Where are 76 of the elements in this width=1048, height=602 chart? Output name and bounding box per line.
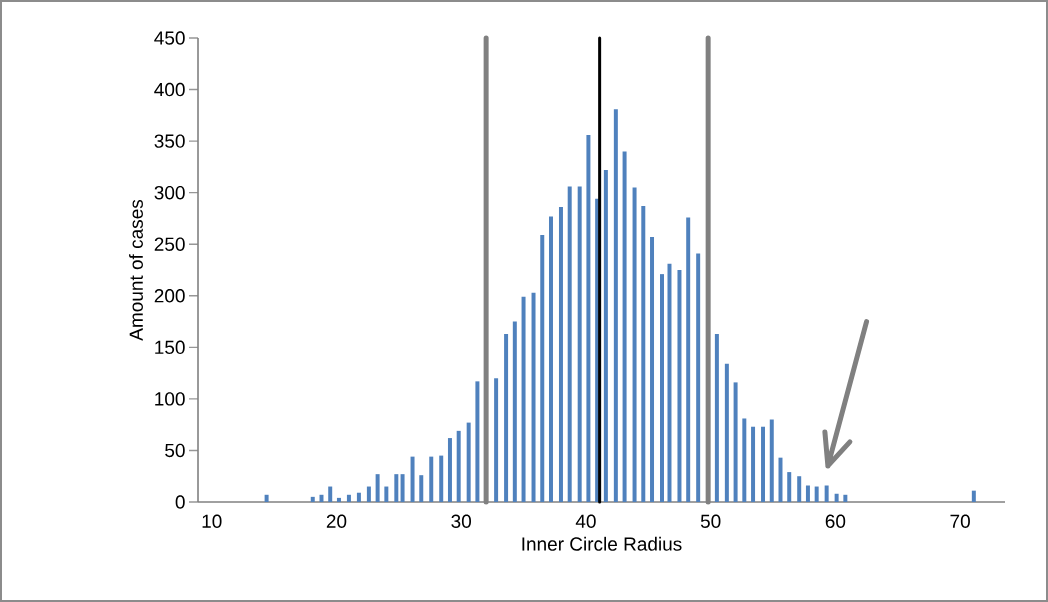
bar xyxy=(742,418,747,502)
bar xyxy=(733,382,738,502)
bar xyxy=(724,363,729,502)
bar xyxy=(769,419,774,502)
bar xyxy=(714,333,719,502)
bar xyxy=(400,474,405,502)
bar xyxy=(567,186,572,502)
bar xyxy=(761,426,766,502)
bar xyxy=(686,217,691,502)
bar xyxy=(356,492,361,502)
bar xyxy=(264,494,269,502)
x-tick-label: 10 xyxy=(202,514,222,528)
bar xyxy=(540,234,545,502)
bar xyxy=(641,206,646,502)
y-axis-title: Amount of cases xyxy=(129,199,143,341)
bar xyxy=(797,476,802,502)
x-axis-title: Inner Circle Radius xyxy=(522,536,682,551)
bar xyxy=(328,486,333,502)
y-tick-label: 450 xyxy=(154,31,185,45)
bar xyxy=(632,187,637,502)
bar xyxy=(696,253,701,502)
bar xyxy=(613,109,618,502)
y-tick-label: 150 xyxy=(155,340,185,355)
bar xyxy=(971,490,976,502)
bar xyxy=(677,270,682,502)
y-tick-label: 400 xyxy=(154,82,185,97)
bar xyxy=(843,494,848,502)
x-tick-label: 30 xyxy=(451,514,472,528)
y-tick-label: 350 xyxy=(154,134,185,148)
bar xyxy=(531,292,536,502)
bar xyxy=(512,321,517,502)
y-tick-label: 0 xyxy=(175,495,185,509)
x-tick-label: 60 xyxy=(825,514,846,528)
bar xyxy=(475,381,480,502)
bar xyxy=(375,474,380,502)
bar xyxy=(429,456,434,502)
bar xyxy=(384,486,389,502)
bar xyxy=(410,456,415,502)
y-tick-label: 250 xyxy=(154,237,185,251)
bar xyxy=(622,151,627,502)
y-tick-label: 200 xyxy=(154,289,185,303)
bar xyxy=(466,422,471,502)
bar xyxy=(586,134,591,502)
bar xyxy=(394,474,399,502)
bar xyxy=(824,485,829,502)
bar xyxy=(521,296,526,502)
y-tick-label: 100 xyxy=(155,392,185,406)
bar xyxy=(494,378,499,502)
bar xyxy=(834,493,839,502)
bar xyxy=(366,486,371,502)
bar xyxy=(814,486,819,502)
bar xyxy=(603,169,608,502)
y-tick-label: 50 xyxy=(165,443,185,458)
bar xyxy=(660,274,664,502)
bar xyxy=(319,494,324,502)
bar xyxy=(456,430,461,502)
y-tick-label: 300 xyxy=(154,185,185,200)
bar xyxy=(577,186,582,502)
x-tick-label: 50 xyxy=(700,514,721,528)
bar xyxy=(336,497,341,502)
bar xyxy=(346,494,351,502)
bar xyxy=(310,496,315,502)
bar xyxy=(549,216,553,502)
bar xyxy=(650,237,655,502)
x-tick-label: 40 xyxy=(575,514,596,528)
bar xyxy=(419,475,424,502)
bar xyxy=(439,455,444,502)
bar xyxy=(558,207,563,502)
bar xyxy=(504,333,509,502)
x-tick-label: 70 xyxy=(950,514,970,528)
bar xyxy=(751,426,756,502)
x-tick-label: 20 xyxy=(326,514,347,528)
bar xyxy=(805,485,810,502)
bar xyxy=(787,472,792,502)
bar xyxy=(447,438,452,502)
bar xyxy=(667,263,672,502)
